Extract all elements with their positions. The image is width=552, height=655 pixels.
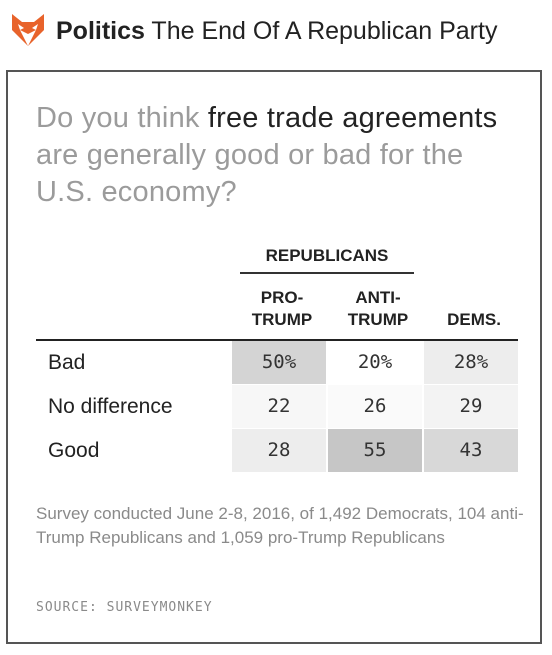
headline: The End Of A Republican Party xyxy=(151,17,498,45)
table-cell: 43 xyxy=(424,429,518,472)
question-text-part1: Do you think xyxy=(36,102,208,134)
column-header-line2: TRUMP xyxy=(251,310,313,329)
table-cell: 55 xyxy=(328,429,422,472)
source-credit: SOURCE: SURVEYMONKEY xyxy=(36,600,213,615)
column-header-pro-trump: PRO- TRUMP xyxy=(234,287,330,331)
column-header-anti-trump: ANTI- TRUMP xyxy=(330,287,426,331)
table-row: No difference 22 26 29 xyxy=(36,385,518,429)
table-header-rule xyxy=(36,339,518,341)
column-header-line2: DEMS. xyxy=(447,310,501,329)
column-header-line1: ANTI- xyxy=(355,288,401,307)
table-cell: 28 xyxy=(232,429,326,472)
table-cell: 50% xyxy=(232,341,326,384)
section-link[interactable]: Politics xyxy=(56,17,145,45)
column-header-line2: TRUMP xyxy=(347,310,409,329)
fox-icon[interactable] xyxy=(10,12,46,48)
row-label: No difference xyxy=(48,395,173,418)
row-label: Good xyxy=(48,439,100,462)
question-title: Do you think free trade agreements are g… xyxy=(36,100,526,211)
question-emphasis: free trade agreements xyxy=(207,102,498,134)
table-cell: 28% xyxy=(424,341,518,384)
row-label: Bad xyxy=(48,351,86,374)
column-header-line1: PRO- xyxy=(260,288,304,307)
table-cell: 26 xyxy=(328,385,422,428)
table-cell: 29 xyxy=(424,385,518,428)
header-title: Politics The End Of A Republican Party xyxy=(56,14,497,48)
republicans-group-header: REPUBLICANS xyxy=(265,246,389,265)
chart-card: Do you think free trade agreements are g… xyxy=(6,70,542,644)
table-row: Bad 50% 20% 28% xyxy=(36,341,518,385)
table-cell: 22 xyxy=(232,385,326,428)
group-header-rule xyxy=(240,272,414,274)
article-header: Politics The End Of A Republican Party xyxy=(0,0,552,62)
column-header-dems: DEMS. xyxy=(426,309,522,331)
table-row: Good 28 55 43 xyxy=(36,429,518,473)
question-text-part2: are generally good or bad for the U.S. e… xyxy=(36,139,464,208)
table-cell: 20% xyxy=(328,341,422,384)
survey-note: Survey conducted June 2-8, 2016, of 1,49… xyxy=(36,504,524,547)
